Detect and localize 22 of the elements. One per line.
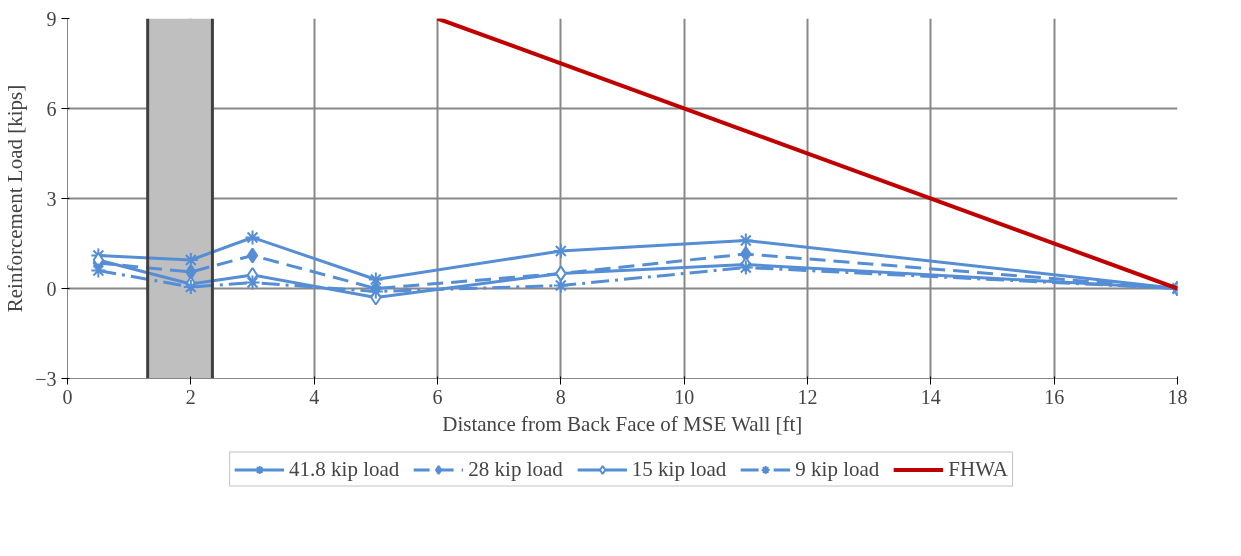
legend-label: FHWA <box>948 456 1008 482</box>
x-tick-label: 12 <box>797 385 818 408</box>
legend-label: 9 kip load <box>795 456 880 482</box>
x-tick-label: 4 <box>309 385 320 408</box>
x-tick-label: 6 <box>432 385 443 408</box>
x-axis-title: Distance from Back Face of MSE Wall [ft] <box>442 411 803 436</box>
y-tick-label: 0 <box>46 277 57 300</box>
legend-label: 15 kip load <box>631 456 727 482</box>
x-tick-label: 14 <box>920 385 941 408</box>
legend-label: 41.8 kip load <box>289 456 400 482</box>
x-tick-label: 18 <box>1167 385 1188 408</box>
y-tick-label: 3 <box>46 187 57 210</box>
y-axis-title: Reinforcement Load [kips] <box>3 84 28 313</box>
x-tick-label: 10 <box>674 385 695 408</box>
x-tick-label: 2 <box>185 385 196 408</box>
y-tick-label: 9 <box>46 7 57 30</box>
y-tick-label: −3 <box>35 367 57 390</box>
y-tick-label: 6 <box>46 97 57 120</box>
x-tick-label: 0 <box>62 385 73 408</box>
legend-label: 28 kip load <box>468 456 563 482</box>
x-tick-label: 8 <box>555 385 566 408</box>
x-tick-label: 16 <box>1044 385 1065 408</box>
